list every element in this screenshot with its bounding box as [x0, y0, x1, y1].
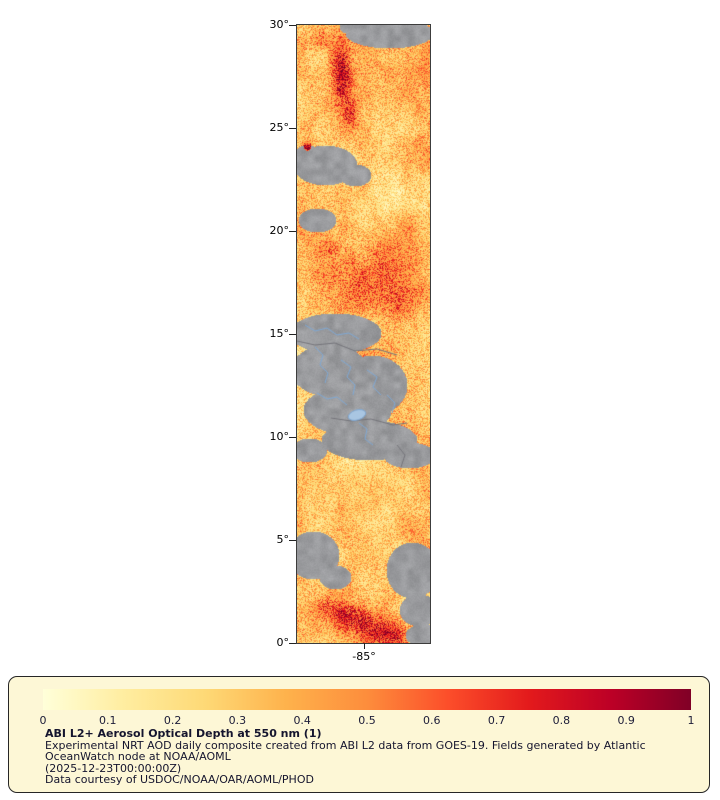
- y-tick-label: 10°: [269, 430, 290, 443]
- y-tick-mark: [289, 25, 296, 26]
- y-tick-mark: [289, 128, 296, 129]
- map-plot: [296, 24, 431, 644]
- y-tick-mark: [289, 334, 296, 335]
- y-tick-mark: [289, 540, 296, 541]
- y-tick-label: 30°: [269, 18, 290, 31]
- y-tick-label: 0°: [276, 636, 290, 649]
- colorbar-tick-label: 0.6: [423, 714, 441, 727]
- legend-panel: 0 0.1 0.2 0.3 0.4 0.5 0.6 0.7 0.8 0.9 1 ABI L2+ Ae…: [8, 676, 710, 793]
- colorbar-tick-label: 0: [39, 714, 47, 727]
- caption-line-4: Data courtesy of USDOC/NOAA/OAR/AOML/PHO…: [45, 773, 314, 787]
- y-tick-mark: [289, 643, 296, 644]
- colorbar-tick-label: 0.7: [487, 714, 506, 727]
- colorbar-gradient: [43, 689, 691, 710]
- y-tick-label: 25°: [269, 121, 290, 134]
- colorbar-tick-label: 0.5: [358, 714, 376, 727]
- x-tick-label: -85°: [352, 650, 376, 663]
- colorbar-tick-label: 0.1: [99, 714, 117, 727]
- caption-line-1: Experimental NRT AOD daily composite cre…: [45, 738, 646, 752]
- y-tick-label: 20°: [269, 224, 290, 237]
- caption: ABI L2+ Aerosol Optical Depth at 550 nm …: [45, 728, 646, 786]
- colorbar-tick-label: 0.8: [552, 714, 571, 727]
- y-tick-mark: [289, 231, 296, 232]
- colorbar-tick-label: 0.3: [228, 714, 247, 727]
- y-tick-mark: [289, 437, 296, 438]
- y-tick-label: 15°: [269, 327, 290, 340]
- colorbar-tick-label: 0.4: [293, 714, 311, 727]
- y-tick-label: 5°: [276, 533, 290, 546]
- colorbar-tick-label: 0.9: [617, 714, 635, 727]
- colorbar-labels: 0 0.1 0.2 0.3 0.4 0.5 0.6 0.7 0.8 0.9 1: [9, 714, 709, 728]
- aod-map-canvas: [297, 25, 430, 643]
- caption-line-3: (2025-12-23T00:00:00Z): [45, 761, 182, 775]
- caption-title: ABI L2+ Aerosol Optical Depth at 550 nm …: [45, 727, 322, 740]
- colorbar-tick-label: 1: [687, 714, 695, 727]
- colorbar-tick-label: 0.2: [163, 714, 182, 727]
- caption-line-2: OceanWatch node at NOAA/AOML: [45, 750, 231, 764]
- x-tick-mark: [364, 643, 365, 649]
